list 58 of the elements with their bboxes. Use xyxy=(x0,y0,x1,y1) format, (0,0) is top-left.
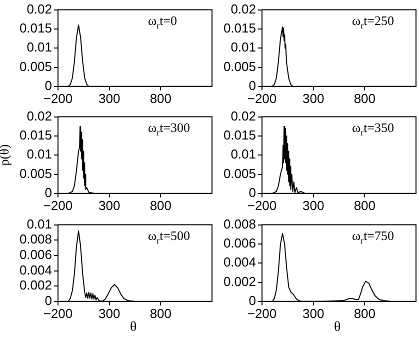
x-tick-label: −200 xyxy=(247,90,277,106)
annotation: ω$_{r}$t=250 xyxy=(352,13,394,31)
y-tick-label: 0.004 xyxy=(223,254,256,270)
y-tick-label: 0.002 xyxy=(223,274,256,289)
y-tick-label: 0.008 xyxy=(223,216,256,232)
x-axis-title: θ xyxy=(334,320,341,336)
y-tick-label: 0.015 xyxy=(223,20,256,36)
x-tick-label: 800 xyxy=(150,306,172,321)
annotation: ω$_{r}$t=350 xyxy=(352,120,394,138)
y-tick-label: 0.002 xyxy=(19,278,52,293)
x-tick-label: 300 xyxy=(302,198,324,213)
x-tick-label: −200 xyxy=(247,306,277,321)
x-tick-label: 800 xyxy=(150,198,172,213)
x-axis-title: θ xyxy=(130,320,137,336)
y-tick-label: 0.01 xyxy=(230,40,256,55)
y-tick-label: 0.004 xyxy=(19,262,52,278)
y-tick-label: 0.01 xyxy=(26,40,52,55)
x-tick-label: 300 xyxy=(98,90,120,106)
y-tick-label: 0.015 xyxy=(19,128,52,143)
x-tick-label: 300 xyxy=(302,90,324,106)
y-tick-label: 0 xyxy=(248,78,256,93)
x-tick-label: 800 xyxy=(354,90,376,106)
y-tick-label: 0.02 xyxy=(26,108,52,124)
x-tick-label: 800 xyxy=(150,90,172,106)
y-tick-label: 0 xyxy=(44,292,52,308)
y-tick-label: 0.006 xyxy=(19,247,52,262)
annotation: ω$_{r}$t=300 xyxy=(148,120,190,138)
y-tick-label: 0 xyxy=(44,184,52,200)
annotation: ω$_{r}$t=500 xyxy=(148,228,190,246)
x-tick-label: 800 xyxy=(354,198,376,213)
y-tick-label: 0.02 xyxy=(26,1,52,16)
y-tick-label: 0.005 xyxy=(19,166,52,181)
y-tick-label: 0.005 xyxy=(223,58,256,74)
y-tick-label: 0 xyxy=(44,78,52,93)
x-tick-label: −200 xyxy=(43,198,73,213)
annotation: ω$_{r}$t=750 xyxy=(352,228,394,246)
y-tick-label: 0.008 xyxy=(19,232,52,247)
y-tick-label: 0.02 xyxy=(230,1,256,16)
annotation: ω$_{r}$t=0 xyxy=(148,13,178,31)
y-tick-label: 0.01 xyxy=(26,216,52,232)
y-tick-label: 0 xyxy=(248,184,256,200)
y-tick-label: 0.015 xyxy=(19,20,52,36)
y-tick-label: 0.015 xyxy=(223,128,256,143)
x-tick-label: −200 xyxy=(43,306,73,321)
x-tick-label: 300 xyxy=(98,306,120,321)
y-tick-label: 0.02 xyxy=(230,108,256,124)
y-axis-title: p(θ) xyxy=(0,144,13,166)
x-tick-label: 300 xyxy=(302,306,324,321)
y-tick-label: 0.005 xyxy=(223,166,256,181)
y-tick-label: 0 xyxy=(248,292,256,308)
x-tick-label: −200 xyxy=(247,198,277,213)
y-tick-label: 0.01 xyxy=(230,146,256,162)
x-tick-label: −200 xyxy=(43,90,73,106)
y-tick-label: 0.005 xyxy=(19,58,52,74)
y-tick-label: 0.006 xyxy=(223,236,256,251)
x-tick-label: 300 xyxy=(98,198,120,213)
x-tick-label: 800 xyxy=(354,306,376,321)
y-tick-label: 0.01 xyxy=(26,146,52,162)
